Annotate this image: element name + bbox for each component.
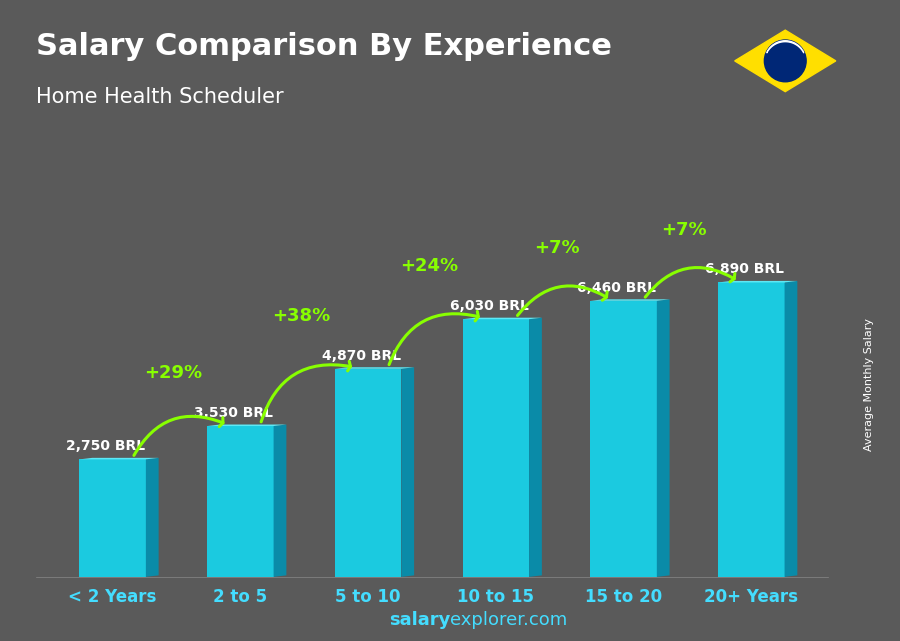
Bar <box>718 283 785 577</box>
Text: 6,030 BRL: 6,030 BRL <box>450 299 528 313</box>
Polygon shape <box>79 458 158 460</box>
Bar <box>335 369 401 577</box>
Text: Average Monthly Salary: Average Monthly Salary <box>863 318 874 451</box>
Polygon shape <box>207 424 286 426</box>
Text: explorer.com: explorer.com <box>450 612 567 629</box>
Bar <box>79 460 146 577</box>
Text: 6,460 BRL: 6,460 BRL <box>578 281 656 295</box>
Text: 4,870 BRL: 4,870 BRL <box>322 349 401 363</box>
Bar <box>590 301 657 577</box>
Polygon shape <box>335 367 414 369</box>
Text: +29%: +29% <box>144 364 202 382</box>
Polygon shape <box>657 299 670 577</box>
Polygon shape <box>463 318 542 319</box>
Text: +7%: +7% <box>662 221 707 238</box>
Polygon shape <box>146 458 158 577</box>
Polygon shape <box>590 299 670 301</box>
Text: +24%: +24% <box>400 258 458 276</box>
Bar <box>463 319 529 577</box>
Polygon shape <box>401 367 414 577</box>
Polygon shape <box>529 318 542 577</box>
Polygon shape <box>785 281 797 577</box>
Text: Salary Comparison By Experience: Salary Comparison By Experience <box>36 32 612 61</box>
Bar <box>207 426 274 577</box>
Circle shape <box>764 40 806 82</box>
Polygon shape <box>767 38 804 53</box>
Text: 2,750 BRL: 2,750 BRL <box>67 439 146 453</box>
Text: +38%: +38% <box>272 307 330 325</box>
Polygon shape <box>718 281 797 283</box>
Text: salary: salary <box>389 612 450 629</box>
Polygon shape <box>734 30 836 92</box>
Text: 3,530 BRL: 3,530 BRL <box>194 406 274 420</box>
Text: +7%: +7% <box>534 239 580 257</box>
Text: Home Health Scheduler: Home Health Scheduler <box>36 87 284 106</box>
Polygon shape <box>274 424 286 577</box>
Text: 6,890 BRL: 6,890 BRL <box>706 262 784 276</box>
